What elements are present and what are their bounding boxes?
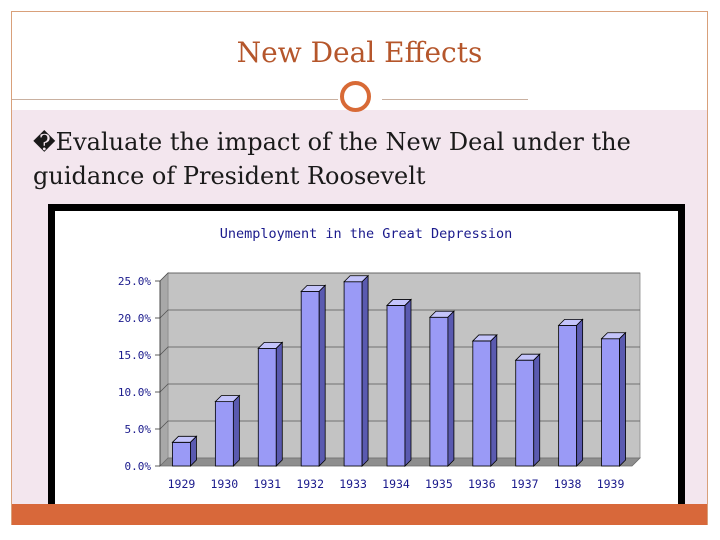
bar-1929 xyxy=(171,435,198,467)
chart-title: Unemployment in the Great Depression xyxy=(220,226,513,242)
x-tick-label: 1934 xyxy=(382,477,410,491)
bar-side xyxy=(232,394,240,467)
bar-front xyxy=(214,401,234,467)
bar-side xyxy=(576,318,584,467)
bar-1936 xyxy=(471,333,498,467)
bar-1937 xyxy=(514,353,541,467)
bar-1931 xyxy=(257,341,284,467)
bar-1939 xyxy=(600,331,627,467)
bar-1930 xyxy=(214,394,241,467)
unemployment-chart: Unemployment in the Great Depression 0.0… xyxy=(118,226,641,491)
bar-side xyxy=(533,353,541,467)
x-axis: 1929 1930 1931 1932 1933 1934 1935 1936 1937 1938… xyxy=(168,477,625,491)
bar-1938 xyxy=(557,318,584,467)
chart-area: Unemployment in the Great Depression 0.0… xyxy=(55,211,678,517)
bar-front xyxy=(601,338,620,467)
slide-title: New Deal Effects xyxy=(236,36,483,69)
bars xyxy=(171,274,627,467)
bar-1935 xyxy=(428,310,455,467)
y-axis: 0.0% 5.0% 10.0% 15.0% 20.0% 25.0% xyxy=(118,275,161,473)
bullet-glyph: � xyxy=(33,131,56,156)
bar-side xyxy=(318,284,326,467)
bar-front xyxy=(429,316,449,467)
x-tick-label: 1929 xyxy=(168,477,196,491)
bar-front xyxy=(558,325,578,467)
y-tick-label: 25.0% xyxy=(118,275,151,288)
x-tick-label: 1935 xyxy=(425,477,453,491)
bar-front xyxy=(343,281,363,467)
bar-side xyxy=(447,310,455,467)
bar-front xyxy=(257,347,277,467)
x-tick-label: 1937 xyxy=(511,477,539,491)
divider-right xyxy=(382,99,528,100)
bar-side xyxy=(190,435,197,467)
y-tick-label: 20.0% xyxy=(118,312,151,325)
x-tick-label: 1933 xyxy=(339,477,367,491)
x-tick-label: 1930 xyxy=(211,477,239,491)
footer-bar xyxy=(12,504,707,525)
bar-front xyxy=(172,441,191,467)
bar-1932 xyxy=(300,284,327,467)
bar-side xyxy=(275,341,283,467)
chart-frame: Unemployment in the Great Depression 0.0… xyxy=(48,204,685,524)
x-tick-label: 1936 xyxy=(468,477,496,491)
divider-right-end xyxy=(528,99,707,100)
x-tick-label: 1939 xyxy=(597,477,625,491)
bar-1933 xyxy=(343,274,370,467)
x-tick-label: 1931 xyxy=(253,477,281,491)
bar-side xyxy=(361,274,369,467)
bar-side xyxy=(490,333,498,467)
y-tick-label: 0.0% xyxy=(125,460,152,473)
bar-front xyxy=(472,340,492,467)
y-tick-label: 10.0% xyxy=(118,386,151,399)
bar-front xyxy=(300,290,320,467)
gridline xyxy=(159,309,640,319)
ring-ornament xyxy=(340,81,371,112)
bar-front xyxy=(386,305,406,467)
bullet-text: Evaluate the impact of the New Deal unde… xyxy=(33,128,631,190)
y-tick-label: 5.0% xyxy=(125,423,152,436)
x-tick-label: 1932 xyxy=(296,477,324,491)
x-tick-label: 1938 xyxy=(554,477,582,491)
bullet-item: �Evaluate the impact of the New Deal und… xyxy=(33,126,673,192)
gridline xyxy=(159,272,640,282)
y-tick-label: 15.0% xyxy=(118,349,151,362)
bar-side xyxy=(619,331,626,467)
bar-front xyxy=(515,359,535,467)
bar-side xyxy=(404,298,412,467)
side-wall xyxy=(159,272,169,467)
divider-left xyxy=(12,99,338,100)
bar-1934 xyxy=(386,298,412,467)
